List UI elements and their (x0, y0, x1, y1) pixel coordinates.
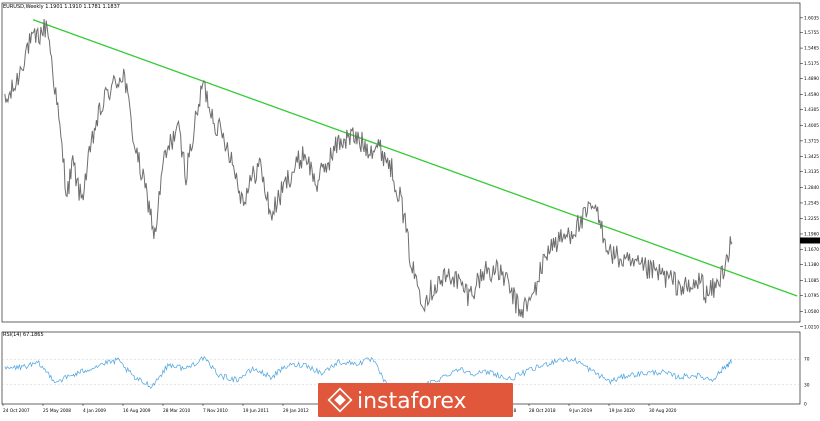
time-tick-label: 25 May 2008 (43, 408, 71, 414)
rsi-level-label: 70 (804, 357, 810, 363)
price-tick-label: 1.3425 (804, 154, 819, 160)
trendline (32, 19, 798, 297)
price-tick-label: 1.0500 (804, 309, 819, 315)
price-tick-label: 1.1085 (804, 278, 819, 284)
watermark-logo-outer (327, 387, 353, 413)
time-tick-label: 4 Jan 2009 (83, 408, 106, 414)
price-tick-label: 1.1670 (804, 247, 819, 253)
rsi-line (4, 356, 732, 393)
time-tick-label: 9 Jun 2019 (569, 408, 592, 414)
current-price-box (800, 237, 820, 244)
price-tick-label: 1.1380 (804, 262, 819, 268)
time-tick-label: 19 Jun 2011 (243, 408, 269, 414)
price-tick-label: 1.2545 (804, 200, 819, 206)
time-tick-label: 28 Oct 2018 (529, 408, 556, 414)
watermark-text: instaforex (357, 389, 467, 414)
price-tick-label: 1.5465 (804, 46, 819, 52)
price-tick-label: 1.5175 (804, 61, 819, 67)
rsi-level-label: 30 (804, 382, 810, 388)
time-tick-label: 19 Jan 2020 (609, 408, 635, 414)
price-tick-label: 1.4590 (804, 92, 819, 98)
price-series-line (4, 18, 733, 319)
price-tick-label: 1.0795 (804, 293, 819, 299)
price-tick-label: 1.4005 (804, 123, 819, 129)
price-tick-label: 1.0210 (804, 324, 819, 330)
price-panel-frame (1, 2, 801, 323)
time-tick-label: 30 Aug 2020 (649, 408, 677, 414)
current-price-label: 1.1837 (802, 238, 817, 244)
price-tick-label: 1.6035 (804, 15, 819, 21)
price-tick-label: 1.5755 (804, 30, 819, 36)
watermark-background (318, 383, 513, 417)
price-tick-label: 1.3135 (804, 169, 819, 175)
price-tick-label: 1.4305 (804, 107, 819, 113)
chart-title: EURUSD,Weekly 1.1901 1.1910 1.1781 1.183… (3, 4, 120, 10)
price-tick-label: 1.2255 (804, 216, 819, 222)
time-tick-label: 24 Oct 2007 (3, 408, 30, 414)
price-tick-label: 1.4890 (804, 76, 819, 82)
price-tick-label: 1.3715 (804, 138, 819, 144)
time-tick-label: 16 Aug 2009 (123, 408, 151, 414)
time-tick-label: 28 Mar 2010 (163, 408, 191, 414)
time-tick-label: 29 Jan 2012 (283, 408, 309, 414)
price-tick-label: 1.2840 (804, 185, 819, 191)
price-tick-label: 1.1960 (804, 231, 819, 237)
rsi-title: RSI(14) 67.1865 (3, 332, 44, 338)
rsi-level-label: 0 (804, 402, 807, 408)
time-tick-label: 7 Nov 2010 (203, 408, 228, 414)
